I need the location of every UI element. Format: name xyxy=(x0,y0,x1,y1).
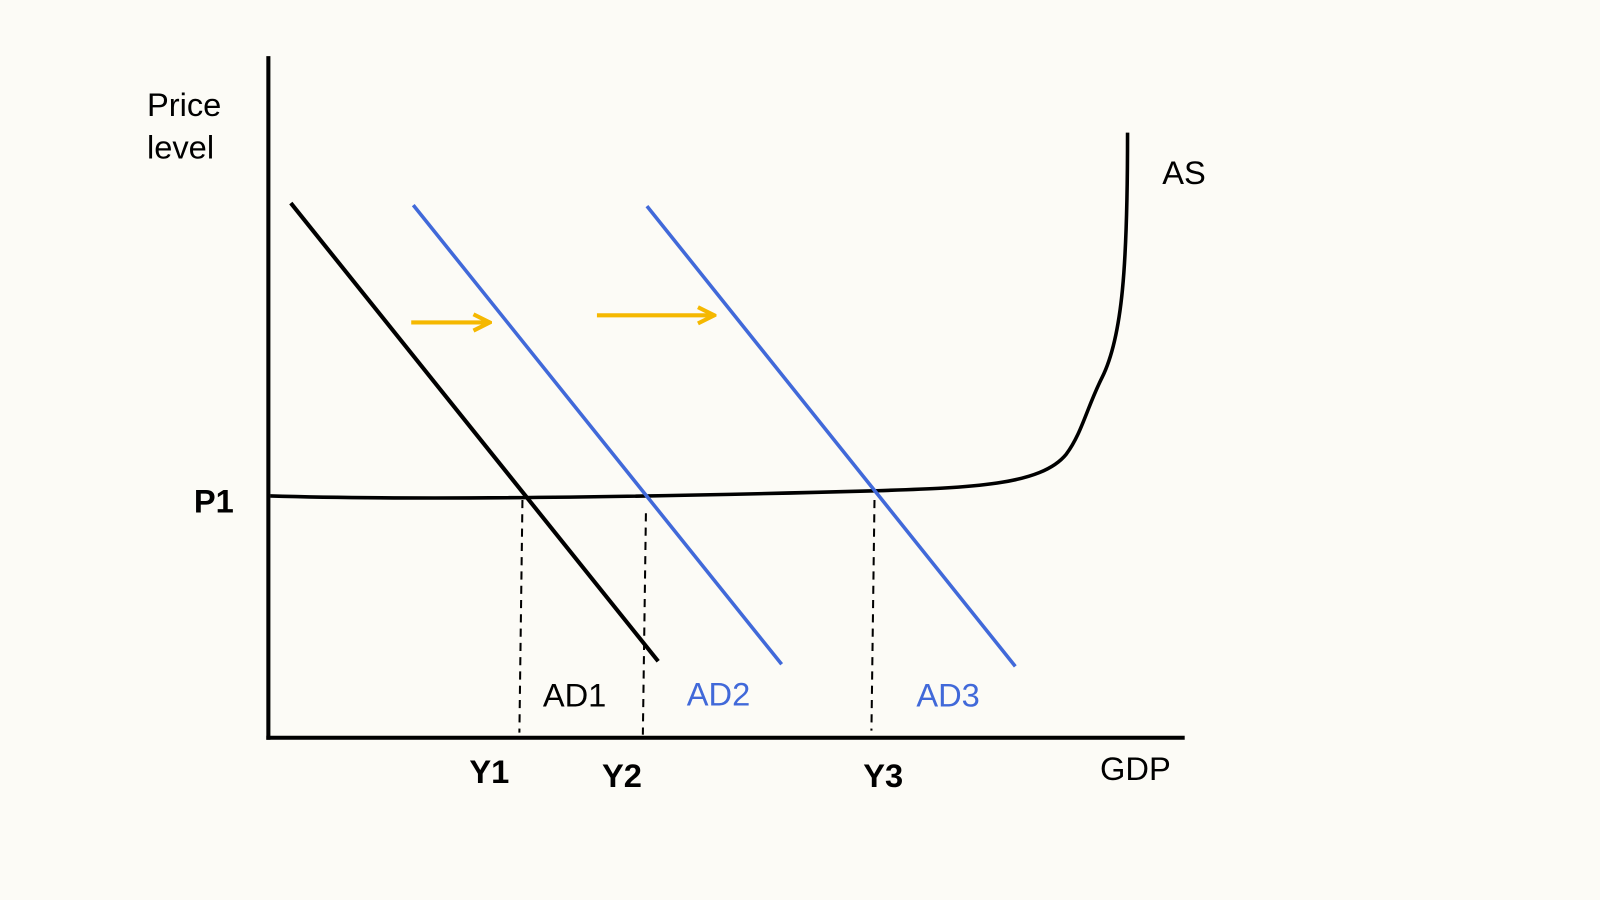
x-axis-label: GDP xyxy=(1100,750,1171,787)
ad-label: AD2 xyxy=(687,676,751,713)
ad1-curve xyxy=(289,201,660,663)
ad2-curve xyxy=(411,203,784,666)
ad-label: AD1 xyxy=(543,677,607,714)
guide-y1 xyxy=(518,499,524,733)
as-label: AS xyxy=(1162,154,1206,191)
guide-y3 xyxy=(870,499,876,731)
ad3-curve xyxy=(645,205,1017,668)
y-axis-label: Price xyxy=(147,86,221,123)
as-curve xyxy=(270,132,1130,500)
output-label: Y1 xyxy=(469,753,509,790)
price-label: P1 xyxy=(194,483,234,520)
output-label: Y3 xyxy=(863,757,903,794)
output-label: Y2 xyxy=(602,757,642,794)
ad-label: AD3 xyxy=(916,677,980,714)
y-axis-label: level xyxy=(147,129,214,166)
